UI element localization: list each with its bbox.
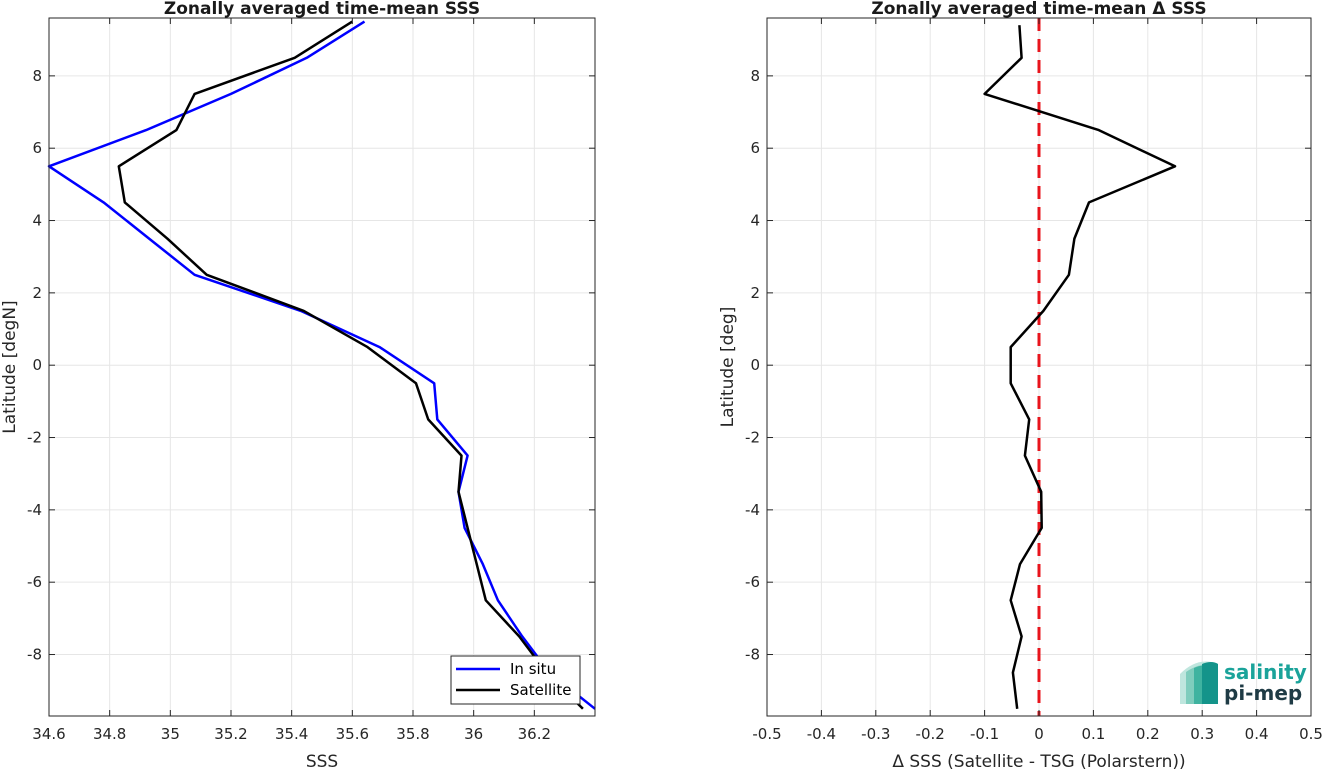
chart-right-ylabel: Latitude [deg] [718,307,738,428]
legend-label-in-situ: In situ [510,660,556,678]
left-gridlines [48,18,595,716]
chart-left-xlabel: SSS [306,752,338,769]
right-ytick-label: 6 [750,139,760,157]
left-ytick-label: -8 [27,646,42,664]
left-xtick-label: 34.6 [32,725,65,743]
right-xtick-label: -0.4 [807,725,836,743]
right-ytick-label: -8 [745,646,760,664]
left-series-line-in-situ [47,20,596,710]
right-xtick-label: 0.1 [1081,725,1105,743]
left-ticks: 34.6 34.8 35 35.2 35.4 35.6 35.8 36 36.2 -8 -6 -4 -2… [27,18,595,743]
right-ytick-label: -2 [745,429,760,447]
chart-right: Zonally averaged time-mean Δ SSS -0.5 -0.… [718,0,1323,769]
right-series-line-delta-sss [983,25,1177,709]
logo-text-salinity: salinity [1224,660,1307,684]
right-series [983,18,1177,716]
left-xtick-label: 35.6 [336,725,369,743]
right-ytick-label: -4 [745,501,760,519]
right-ytick-label: 2 [750,284,760,302]
right-xtick-label: 0.3 [1190,725,1214,743]
left-ytick-label: 0 [32,356,42,374]
chart-left-ylabel: Latitude [degN] [0,300,20,433]
right-xtick-label: -0.2 [916,725,945,743]
legend: In situ Satellite [450,655,581,705]
left-series [47,20,596,710]
chart-right-xlabel: Δ SSS (Satellite - TSG (Polarstern)) [892,752,1185,769]
left-xtick-label: 35.8 [396,725,429,743]
left-xtick-label: 36 [464,725,483,743]
left-xtick-label: 34.8 [93,725,126,743]
right-xtick-label: -0.5 [752,725,781,743]
right-xtick-label: 0.2 [1136,725,1160,743]
left-series-line-satellite [117,20,584,710]
chart-left-title: Zonally averaged time-mean SSS [164,0,480,19]
left-axes-box [48,17,596,717]
logo-text-pi-mep: pi-mep [1224,681,1302,705]
left-ytick-label: 6 [32,139,42,157]
right-xtick-label: 0.5 [1299,725,1323,743]
left-xtick-label: 35.4 [275,725,308,743]
right-ytick-label: -6 [745,573,760,591]
left-ytick-label: 8 [32,67,42,85]
right-ytick-label: 0 [750,356,760,374]
right-ytick-label: 4 [750,212,760,230]
legend-label-satellite: Satellite [510,681,571,699]
left-ytick-label: 2 [32,284,42,302]
legend-box [450,655,581,705]
left-xtick-label: 35 [161,725,180,743]
right-xtick-label: 0 [1034,725,1044,743]
right-xtick-label: -0.3 [861,725,890,743]
chart-left: Zonally averaged time-mean SSS 34.6 34.8 3… [0,0,596,769]
left-ytick-label: -2 [27,429,42,447]
chart-right-title: Zonally averaged time-mean Δ SSS [871,0,1206,19]
left-ytick-label: -6 [27,573,42,591]
salinity-pi-mep-logo: salinity pi-mep [1180,660,1307,705]
right-xtick-label: -0.1 [970,725,999,743]
right-ytick-label: 8 [750,67,760,85]
left-xtick-label: 36.2 [518,725,551,743]
left-ytick-label: -4 [27,501,42,519]
right-ticks: -0.5 -0.4 -0.3 -0.2 -0.1 0 0.1 0.2 0.3 0.4 0.5 -8 -6… [745,18,1323,743]
wave-logo-icon [1180,661,1218,704]
left-xtick-label: 35.2 [214,725,247,743]
right-xtick-label: 0.4 [1245,725,1269,743]
left-ytick-label: 4 [32,212,42,230]
